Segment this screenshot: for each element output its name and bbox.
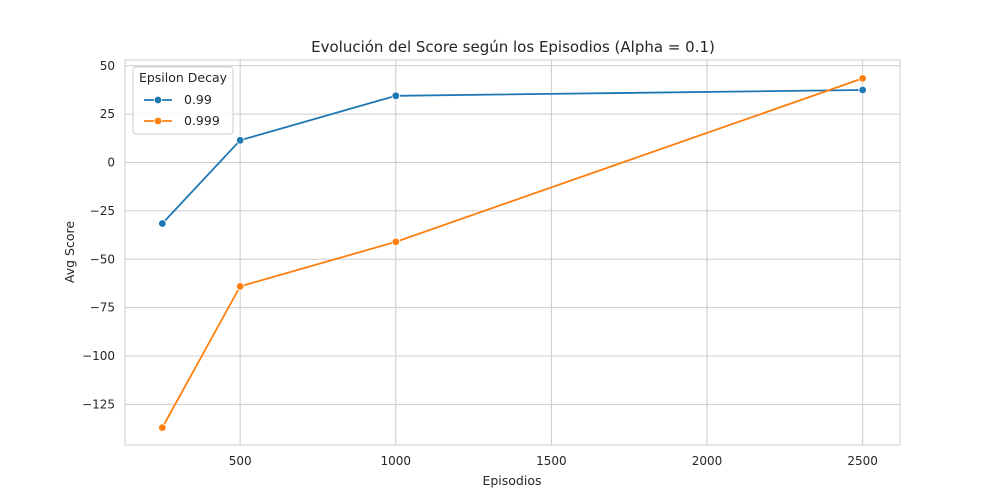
y-tick-label: −25 — [90, 204, 115, 218]
y-tick-label: −100 — [82, 349, 115, 363]
series-line-1 — [161, 77, 863, 429]
x-axis-label: Episodios — [482, 473, 541, 488]
data-point — [158, 219, 167, 228]
plot-frame — [124, 59, 901, 446]
y-tick-label: −50 — [90, 252, 115, 266]
grid-lines — [125, 60, 900, 445]
legend-label-0: 0.99 — [184, 92, 212, 107]
y-axis-ticks: 50 25 0 −25 −50 −75 −100 −125 — [82, 59, 115, 412]
x-tick-label: 1500 — [536, 454, 567, 468]
y-tick-label: −125 — [82, 397, 115, 411]
data-point — [858, 74, 867, 83]
data-point — [391, 237, 400, 247]
data-point — [858, 85, 867, 95]
data-point — [158, 423, 167, 432]
chart-title: Evolución del Score según los Episodios … — [311, 38, 715, 56]
legend-marker-0 — [153, 95, 163, 105]
series-group — [158, 74, 867, 432]
legend-marker-1 — [153, 116, 163, 126]
y-tick-label: 0 — [107, 156, 115, 170]
series-line-0 — [161, 89, 863, 225]
legend-title: Epsilon Decay — [139, 70, 228, 85]
x-tick-label: 500 — [229, 454, 252, 468]
legend-label-1: 0.999 — [184, 113, 220, 128]
y-tick-label: −75 — [90, 301, 115, 315]
y-tick-label: 50 — [100, 59, 115, 73]
x-tick-label: 2000 — [692, 454, 723, 468]
y-tick-label: 25 — [100, 107, 115, 121]
x-axis-ticks: 500 1000 1500 2000 2500 — [229, 454, 878, 468]
data-point — [235, 282, 245, 291]
data-point — [235, 136, 245, 145]
data-point — [391, 91, 400, 100]
x-tick-label: 2500 — [847, 454, 878, 468]
y-axis-label: Avg Score — [62, 221, 77, 283]
legend: Epsilon Decay 0.99 0.999 — [132, 66, 234, 135]
x-tick-label: 1000 — [381, 454, 412, 468]
